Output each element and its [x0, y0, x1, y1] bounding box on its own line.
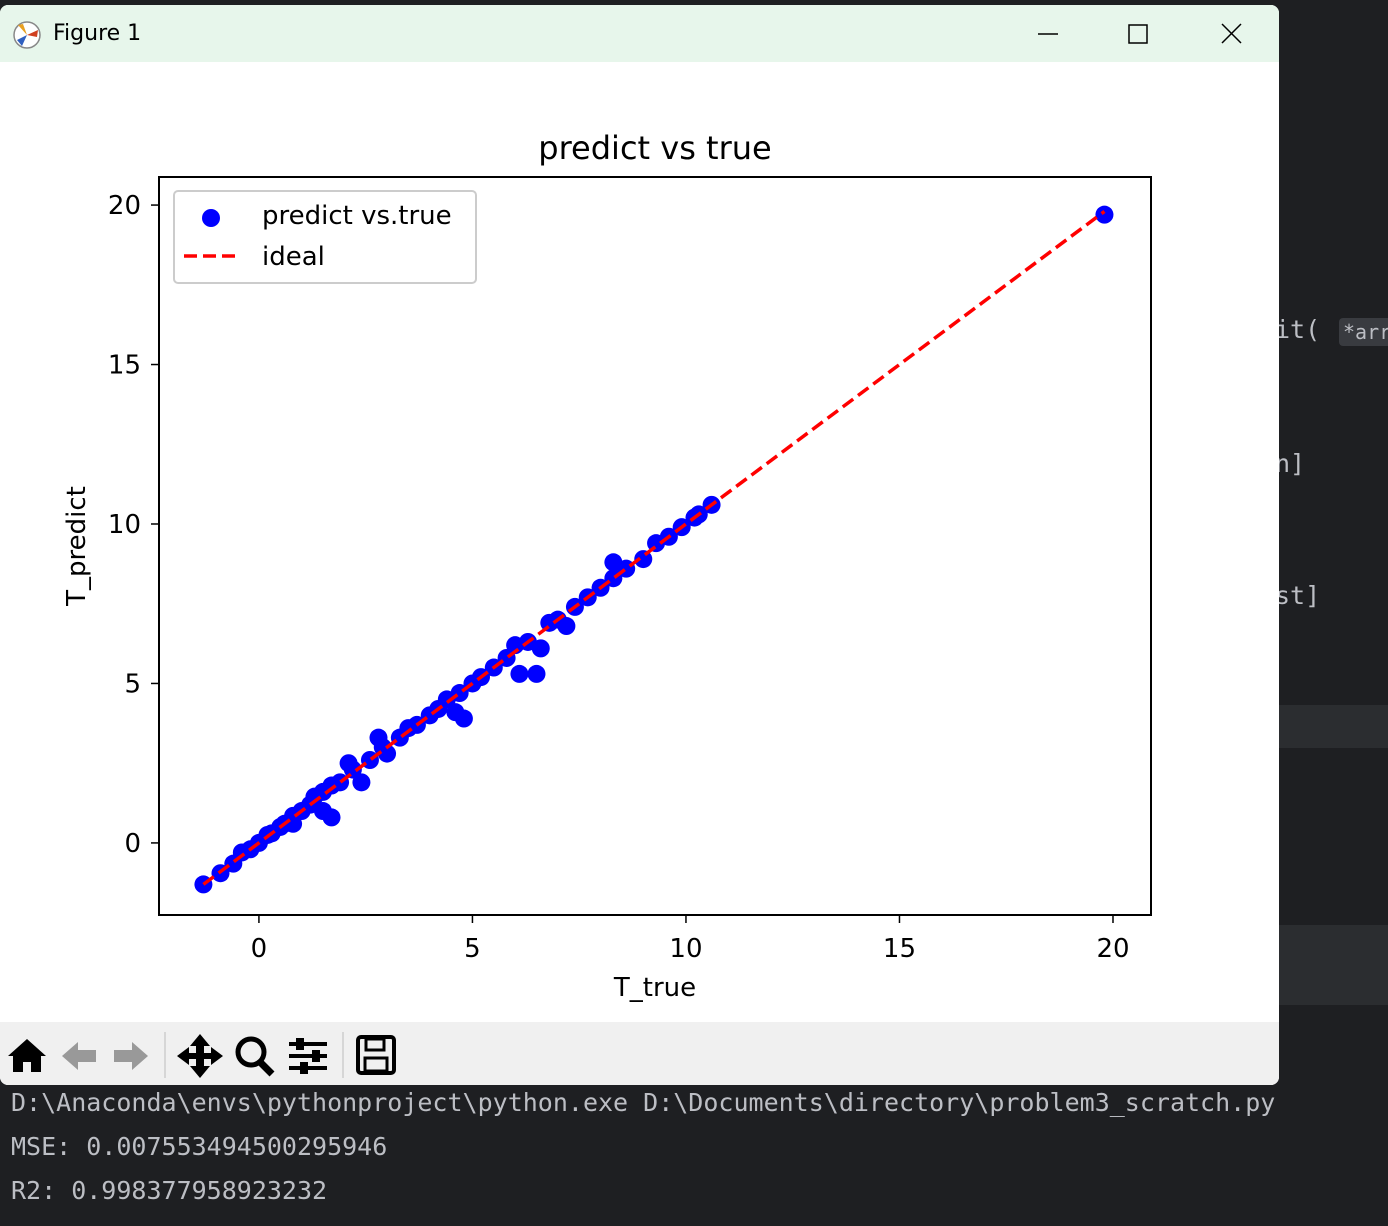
- maximize[interactable]: [1128, 24, 1148, 44]
- scatter-point: [1095, 205, 1114, 224]
- editor: it( *arr n] st]: [1275, 0, 1388, 925]
- y-tick-label: 20: [108, 191, 141, 221]
- code-fragment: st]: [1275, 581, 1321, 610]
- y-tick-label: 15: [108, 351, 141, 381]
- legend-box: [173, 190, 477, 284]
- back-button[interactable]: [62, 1042, 96, 1070]
- close[interactable]: [1221, 23, 1242, 44]
- console: D:\Anaconda\envs\pythonproject\python.ex…: [0, 1085, 1388, 1226]
- x-tick-label: 15: [883, 934, 916, 964]
- x-tick-label: 5: [464, 934, 481, 964]
- console-line: D:\Anaconda\envs\pythonproject\python.ex…: [11, 1088, 1276, 1117]
- scatter-point: [510, 664, 529, 683]
- code-fragment: it(: [1275, 315, 1321, 344]
- console-line: R2: 0.998377958923232: [11, 1176, 328, 1205]
- x-axis-label: T_true: [613, 973, 696, 1003]
- home-button[interactable]: [8, 1039, 46, 1072]
- plot-frame: [158, 176, 1152, 916]
- x-tick-label: 20: [1096, 934, 1129, 964]
- toolbar-icons: [8, 1032, 396, 1078]
- legend: predict vs.true ideal: [173, 190, 477, 284]
- legend-marker: [202, 209, 220, 227]
- scatter-point: [454, 709, 473, 728]
- save-button[interactable]: [356, 1035, 396, 1075]
- configure-button[interactable]: [289, 1038, 327, 1074]
- window-controls: [1038, 23, 1242, 44]
- toolbar: [0, 1022, 1279, 1085]
- x-tick-label: 10: [669, 934, 702, 964]
- y-tick-label: 10: [108, 510, 141, 540]
- panel: [1279, 925, 1388, 1005]
- app-icon: [13, 21, 41, 49]
- window-title: Figure 1: [53, 21, 142, 46]
- legend-label: ideal: [262, 242, 325, 272]
- console-line: MSE: 0.007553494500295946: [11, 1132, 388, 1161]
- chart-title: predict vs true: [538, 129, 771, 167]
- y-tick-label: 0: [124, 829, 141, 859]
- scatter-point: [352, 773, 371, 792]
- ideal-line: [202, 210, 1106, 886]
- title-bar: Figure 1: [0, 5, 1279, 62]
- forward-button[interactable]: [114, 1042, 148, 1070]
- y-axis-label: T_predict: [62, 486, 92, 607]
- legend-label: predict vs.true: [262, 201, 452, 231]
- scatter-point: [527, 664, 546, 683]
- x-tick-label: 0: [251, 934, 268, 964]
- y-tick-label: 5: [124, 669, 141, 699]
- figure-window: Figure 1 predict vs true T_true T_predict 0…: [0, 5, 1279, 1085]
- zoom-button[interactable]: [235, 1036, 267, 1068]
- scatter-point: [378, 744, 397, 763]
- editor-band: [1279, 705, 1388, 748]
- chart: predict vs true T_true T_predict 0 5 10 15 20 0 5…: [62, 129, 1152, 1003]
- scatter-point: [531, 639, 550, 658]
- param-hint: *arr: [1339, 318, 1388, 346]
- scatter-point: [557, 617, 576, 636]
- scatter-point: [322, 808, 341, 827]
- pan-button[interactable]: [177, 1034, 223, 1078]
- code-fragment: n]: [1275, 449, 1306, 478]
